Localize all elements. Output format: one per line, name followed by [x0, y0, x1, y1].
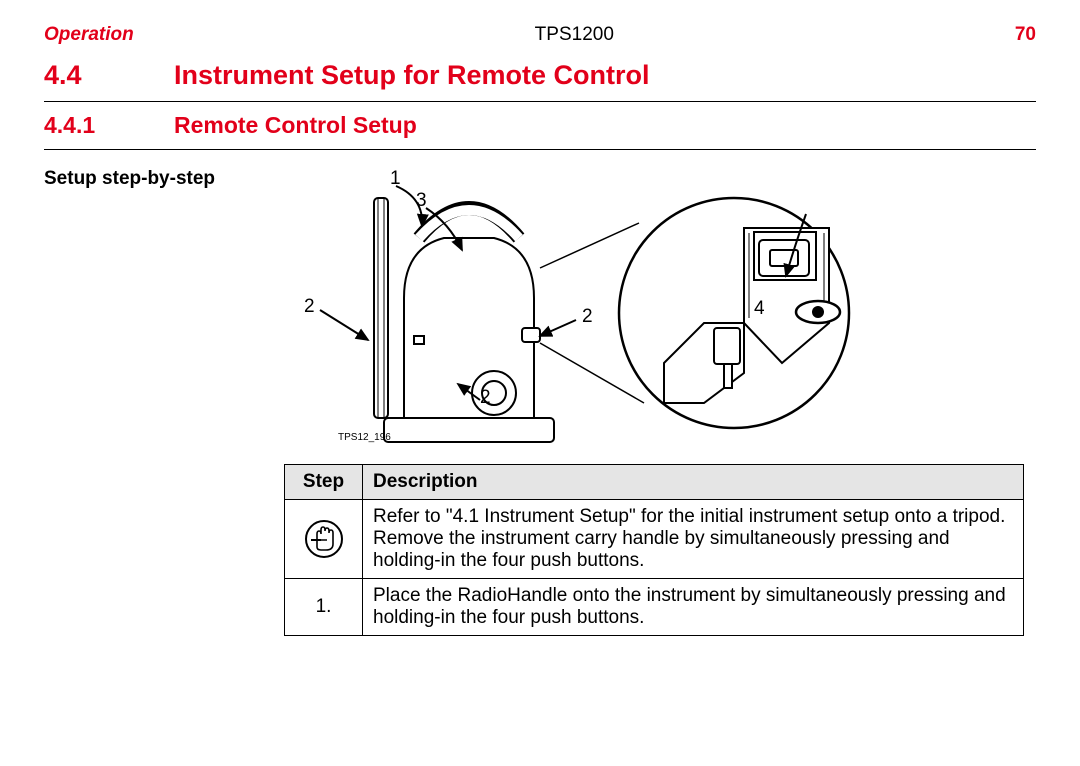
- callout-2b: 2: [582, 306, 593, 328]
- subsection-heading: 4.4.1 Remote Control Setup: [44, 112, 1036, 139]
- step-num: 1.: [285, 579, 363, 636]
- subsection-title: Remote Control Setup: [174, 112, 417, 139]
- subsection-number: 4.4.1: [44, 112, 174, 139]
- eye-icon: [796, 301, 840, 323]
- hand-icon: [285, 500, 363, 579]
- divider: [44, 149, 1036, 150]
- steps-table: Step Description Refer to "4.1 Instrumen: [284, 464, 1024, 636]
- section-number: 4.4: [44, 60, 174, 91]
- header-model: TPS1200: [535, 24, 614, 46]
- col-desc: Description: [363, 465, 1024, 500]
- callout-3: 3: [416, 190, 427, 212]
- setup-diagram: 1 2 2 2 3 4 TPS12_196: [284, 168, 884, 458]
- divider: [44, 101, 1036, 102]
- callout-1: 1: [390, 168, 401, 190]
- header-page: 70: [1015, 24, 1036, 46]
- callout-2a: 2: [304, 296, 315, 318]
- section-title: Instrument Setup for Remote Control: [174, 60, 1036, 91]
- table-row: 1. Place the RadioHandle onto the instru…: [285, 579, 1024, 636]
- side-heading: Setup step-by-step: [44, 168, 284, 190]
- col-step: Step: [285, 465, 363, 500]
- diagram-ref: TPS12_196: [338, 432, 391, 443]
- step-desc: Refer to "4.1 Instrument Setup" for the …: [363, 500, 1024, 579]
- step-desc: Place the RadioHandle onto the instrumen…: [363, 579, 1024, 636]
- header-section: Operation: [44, 24, 134, 46]
- callout-4: 4: [754, 298, 765, 320]
- callout-2c: 2: [480, 387, 491, 409]
- table-row: Refer to "4.1 Instrument Setup" for the …: [285, 500, 1024, 579]
- section-heading: 4.4 Instrument Setup for Remote Control: [44, 60, 1036, 91]
- page-header: Operation TPS1200 70: [44, 24, 1036, 46]
